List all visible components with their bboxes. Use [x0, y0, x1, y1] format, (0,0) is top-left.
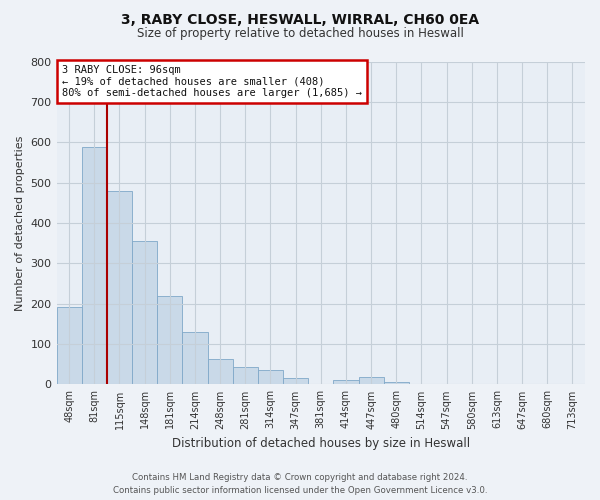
X-axis label: Distribution of detached houses by size in Heswall: Distribution of detached houses by size …: [172, 437, 470, 450]
Bar: [258, 370, 283, 384]
Y-axis label: Number of detached properties: Number of detached properties: [15, 136, 25, 310]
Bar: [157, 296, 182, 384]
Text: Contains HM Land Registry data © Crown copyright and database right 2024.
Contai: Contains HM Land Registry data © Crown c…: [113, 473, 487, 495]
Text: Size of property relative to detached houses in Heswall: Size of property relative to detached ho…: [137, 28, 463, 40]
Bar: [233, 368, 258, 384]
Bar: [359, 377, 383, 384]
Bar: [182, 332, 208, 384]
Bar: [334, 380, 359, 384]
Bar: [208, 360, 233, 384]
Bar: [383, 382, 409, 384]
Bar: [283, 378, 308, 384]
Text: 3, RABY CLOSE, HESWALL, WIRRAL, CH60 0EA: 3, RABY CLOSE, HESWALL, WIRRAL, CH60 0EA: [121, 12, 479, 26]
Text: 3 RABY CLOSE: 96sqm
← 19% of detached houses are smaller (408)
80% of semi-detac: 3 RABY CLOSE: 96sqm ← 19% of detached ho…: [62, 64, 362, 98]
Bar: [107, 190, 132, 384]
Bar: [132, 241, 157, 384]
Bar: [82, 147, 107, 384]
Bar: [56, 306, 82, 384]
